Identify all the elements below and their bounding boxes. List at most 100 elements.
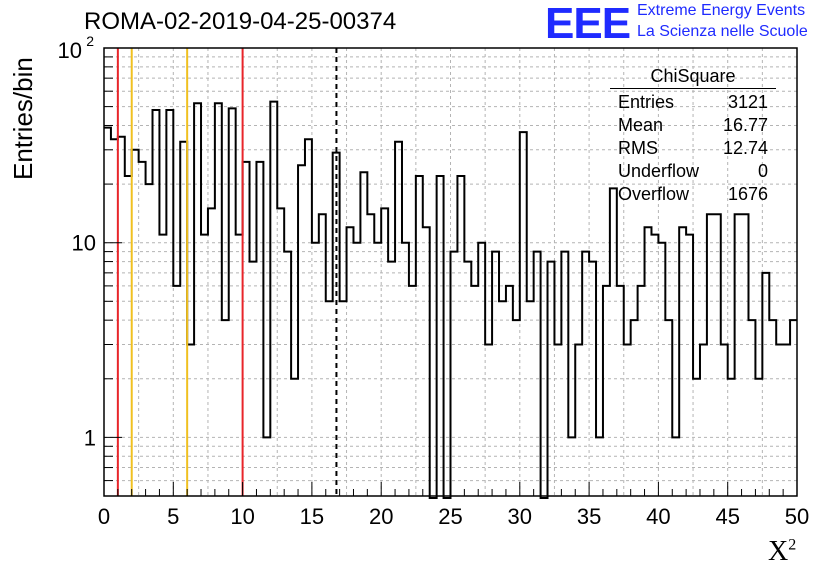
stats-value: 12.74 bbox=[722, 138, 768, 158]
stats-label: Mean bbox=[618, 115, 664, 135]
histogram-bin bbox=[159, 235, 166, 496]
histogram-bin bbox=[554, 344, 561, 496]
histogram-bin bbox=[728, 379, 735, 496]
histogram-bin bbox=[353, 243, 360, 496]
histogram-bin bbox=[769, 320, 776, 496]
stats-value: 1676 bbox=[727, 184, 768, 204]
histogram-bin bbox=[520, 132, 527, 496]
histogram-bin bbox=[645, 227, 652, 496]
histogram-bin bbox=[561, 252, 568, 496]
histogram-bin bbox=[700, 344, 707, 496]
histogram-bin bbox=[118, 137, 125, 496]
histogram-bin bbox=[582, 252, 589, 496]
stats-label: Entries bbox=[618, 92, 675, 112]
histogram-bin bbox=[367, 214, 374, 496]
histogram-bin bbox=[707, 214, 714, 496]
x-tick-label: 50 bbox=[785, 504, 809, 529]
y-tick-label-exponent: 2 bbox=[86, 33, 94, 49]
histogram-bin bbox=[194, 103, 201, 496]
stats-row-rms: RMS 12.74 bbox=[610, 137, 776, 160]
x-tick-label: 30 bbox=[508, 504, 532, 529]
histogram-bin bbox=[714, 214, 721, 496]
x-axis-label-sup: 2 bbox=[788, 536, 797, 554]
x-tick-label: 0 bbox=[98, 504, 110, 529]
histogram-bin bbox=[263, 437, 270, 496]
histogram-bin bbox=[665, 320, 672, 496]
histogram-bin bbox=[783, 344, 790, 496]
y-tick-label: 10 bbox=[72, 231, 96, 256]
y-axis-label: Entries/bin bbox=[8, 57, 38, 180]
histogram-bin bbox=[534, 252, 541, 496]
histogram-bin bbox=[790, 320, 797, 496]
histogram-bin bbox=[153, 110, 160, 496]
x-axis-label-base: X bbox=[768, 536, 789, 567]
histogram-bin bbox=[381, 208, 388, 496]
y-tick-label: 10 bbox=[58, 38, 82, 63]
histogram-bin bbox=[437, 176, 444, 496]
histogram-bin bbox=[270, 102, 277, 496]
stats-row-overflow: Overflow 1676 bbox=[610, 183, 776, 206]
x-tick-label: 15 bbox=[300, 504, 324, 529]
histogram-bin bbox=[762, 273, 769, 496]
histogram-bin bbox=[568, 437, 575, 496]
histogram-bin bbox=[347, 227, 354, 496]
histogram-bin bbox=[624, 344, 631, 496]
histogram-bin bbox=[256, 162, 263, 496]
histogram-bin bbox=[125, 176, 132, 496]
histogram-bin bbox=[146, 184, 153, 496]
histogram-bin bbox=[506, 286, 513, 496]
histogram-bin bbox=[250, 262, 257, 496]
histogram-bin bbox=[651, 235, 658, 496]
histogram-bin bbox=[638, 286, 645, 496]
histogram-bin bbox=[215, 103, 222, 496]
histogram-bin bbox=[208, 208, 215, 496]
histogram-bin bbox=[319, 214, 326, 496]
histogram-bin bbox=[187, 344, 194, 496]
stats-row-entries: Entries 3121 bbox=[610, 91, 776, 114]
histogram-bin bbox=[776, 344, 783, 496]
histogram-bin bbox=[360, 172, 367, 496]
histogram-bin bbox=[471, 286, 478, 496]
histogram-bin bbox=[485, 344, 492, 496]
x-tick-label: 40 bbox=[646, 504, 670, 529]
stats-label: Underflow bbox=[618, 161, 700, 181]
histogram-bin bbox=[201, 235, 208, 496]
histogram-bin bbox=[693, 379, 700, 496]
histogram-bin bbox=[298, 165, 305, 496]
histogram-bin bbox=[374, 243, 381, 496]
histogram-bin bbox=[631, 320, 638, 496]
histogram-bin bbox=[111, 139, 118, 496]
histogram-bin bbox=[603, 286, 610, 496]
x-tick-label: 25 bbox=[438, 504, 462, 529]
histogram-bin bbox=[596, 437, 603, 496]
histogram-bin bbox=[742, 214, 749, 496]
histogram-bin bbox=[748, 320, 755, 496]
histogram-bin bbox=[672, 437, 679, 496]
histogram-bin bbox=[527, 301, 534, 496]
histogram-bin bbox=[457, 176, 464, 496]
histogram-bin bbox=[416, 176, 423, 496]
histogram-bin bbox=[492, 252, 499, 496]
histogram-bin bbox=[589, 262, 596, 496]
x-tick-label: 10 bbox=[230, 504, 254, 529]
histogram-bin bbox=[478, 243, 485, 496]
stats-value: 3121 bbox=[727, 92, 768, 112]
y-tick-label: 1 bbox=[84, 425, 96, 450]
eee-logo: EEE bbox=[545, 0, 631, 48]
x-tick-label: 35 bbox=[577, 504, 601, 529]
logo-line-1: Extreme Energy Events bbox=[637, 2, 806, 19]
histogram-bin bbox=[735, 214, 742, 496]
histogram-bin bbox=[173, 286, 180, 496]
histogram-bin bbox=[236, 235, 243, 496]
histogram-bin bbox=[755, 379, 762, 496]
histogram-bin bbox=[222, 320, 229, 496]
histogram-bin bbox=[548, 262, 555, 496]
histogram-bin bbox=[423, 227, 430, 496]
histogram-line bbox=[104, 100, 797, 499]
stats-box: ChiSquare Entries 3121 Mean 16.77 RMS 12… bbox=[610, 66, 776, 206]
stats-value: 0 bbox=[757, 161, 768, 181]
histogram-bin bbox=[132, 150, 139, 496]
histogram-bin bbox=[658, 243, 665, 496]
histogram-bin bbox=[291, 379, 298, 496]
